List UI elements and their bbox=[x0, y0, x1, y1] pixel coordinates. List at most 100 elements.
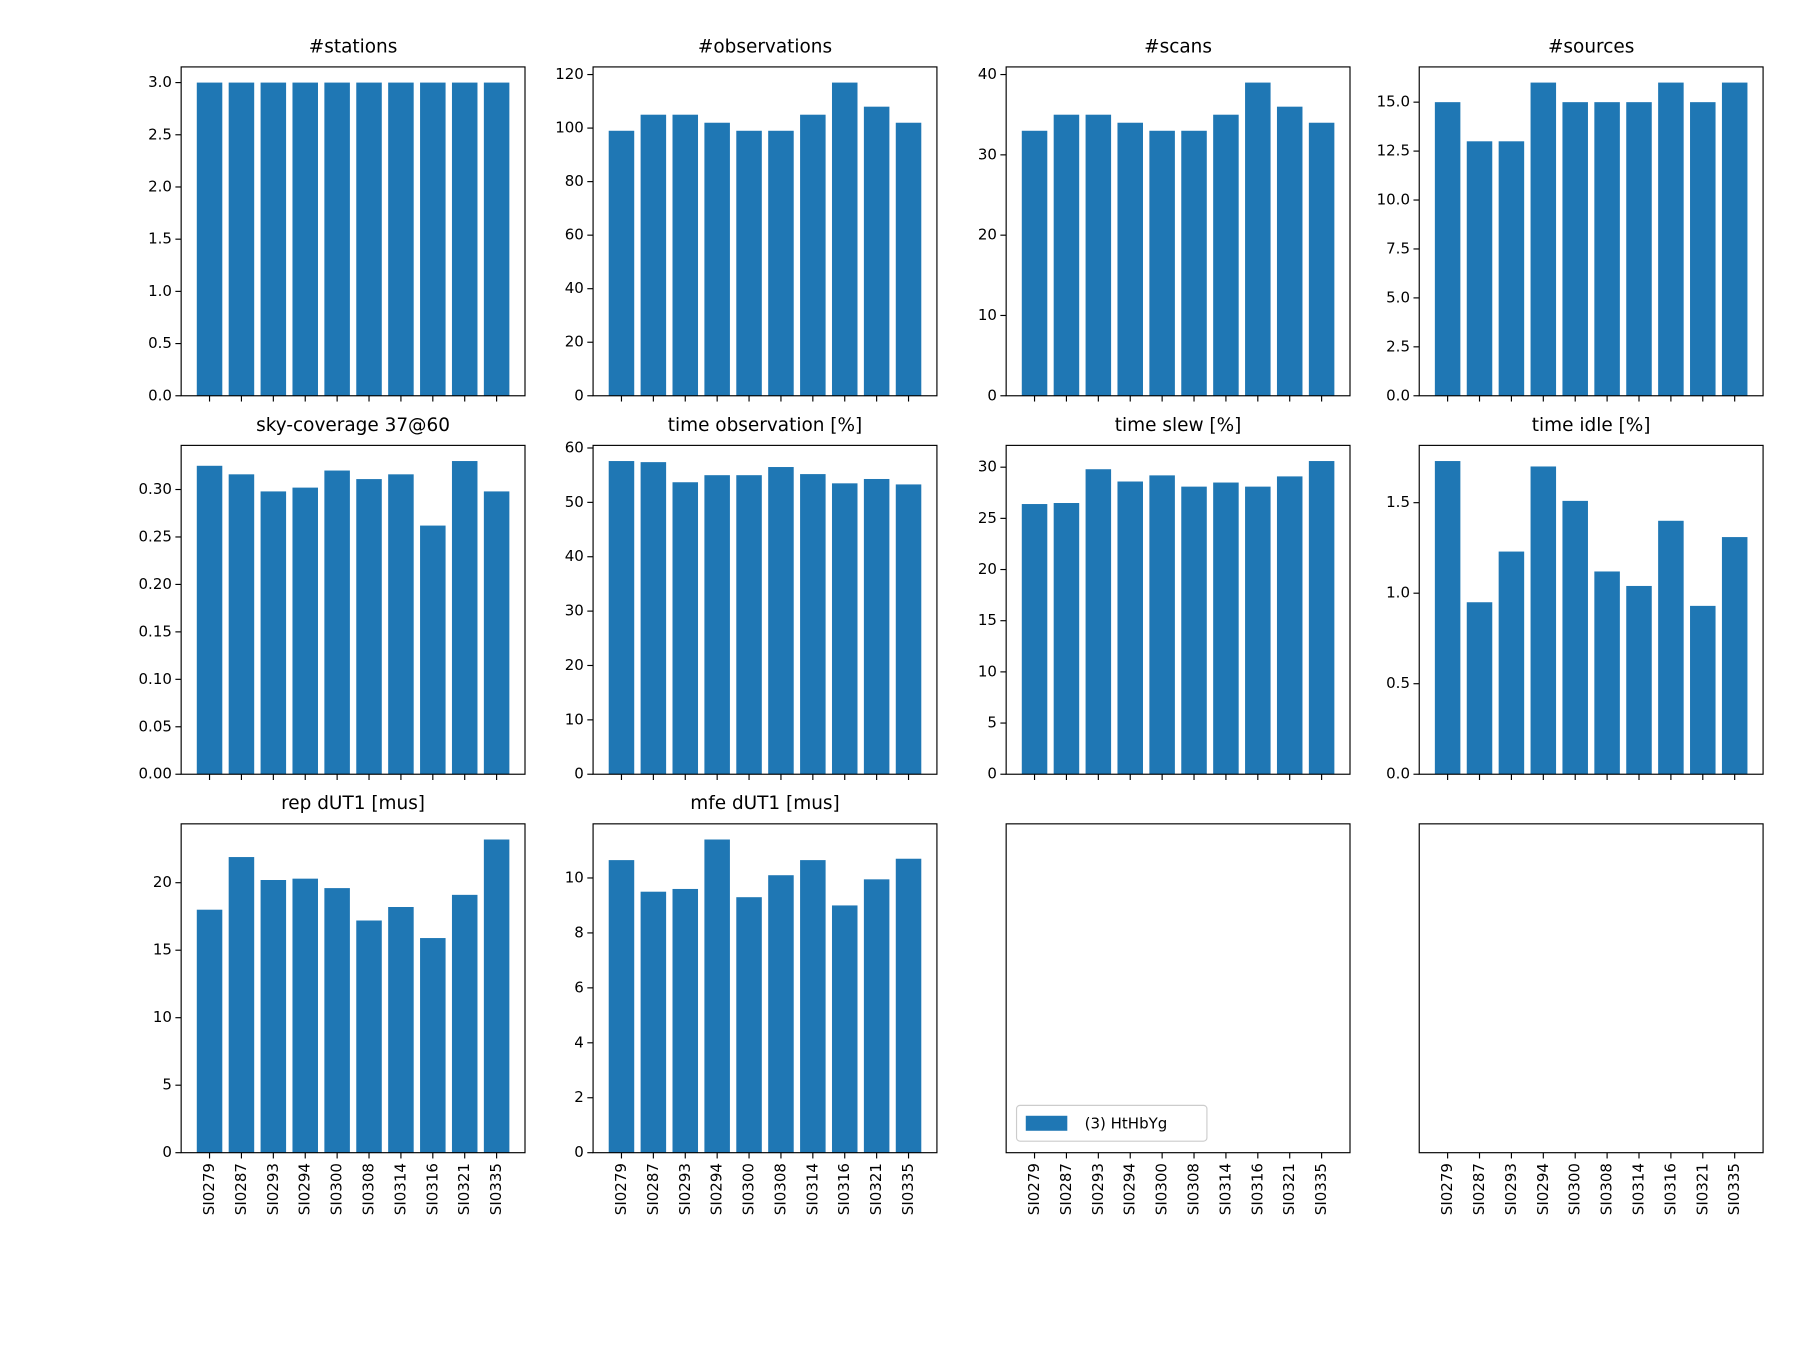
x-tick-label: SI0335 bbox=[899, 1163, 917, 1215]
bar bbox=[1658, 82, 1684, 396]
y-tick-label: 0.25 bbox=[139, 527, 172, 545]
y-tick-label: 4 bbox=[574, 1033, 584, 1051]
y-tick-label: 10 bbox=[565, 868, 584, 886]
x-tick-label: SI0293 bbox=[264, 1163, 282, 1215]
legend-box bbox=[1015, 1104, 1208, 1142]
bar bbox=[1276, 476, 1303, 775]
y-tick-label: 0.0 bbox=[148, 386, 172, 404]
x-tick-label: SI0293 bbox=[1089, 1163, 1107, 1215]
bar bbox=[640, 462, 667, 775]
bar bbox=[228, 857, 255, 1153]
y-tick-label: 5 bbox=[987, 714, 997, 732]
bar bbox=[1434, 102, 1461, 396]
y-tick-label: 20 bbox=[978, 226, 997, 244]
x-tick-label: SI0308 bbox=[1185, 1163, 1203, 1215]
bar bbox=[672, 114, 699, 396]
y-tick-label: 5.0 bbox=[1386, 288, 1410, 306]
y-tick-label: 0.20 bbox=[139, 575, 172, 593]
bar bbox=[1530, 82, 1557, 396]
bar bbox=[1276, 106, 1303, 396]
bar bbox=[483, 82, 510, 396]
bar bbox=[1626, 585, 1652, 775]
bar bbox=[1308, 461, 1335, 775]
y-tick-label: 1.0 bbox=[148, 282, 172, 300]
y-tick-label: 2.5 bbox=[148, 125, 172, 143]
bar bbox=[388, 907, 414, 1153]
bar bbox=[451, 894, 478, 1153]
y-tick-label: 30 bbox=[565, 602, 584, 620]
bar bbox=[1053, 114, 1080, 396]
y-tick-label: 0.00 bbox=[139, 765, 172, 783]
y-tick-label: 0.15 bbox=[139, 622, 172, 640]
legend-label: (3) HtHbYg bbox=[1085, 1114, 1168, 1132]
bar bbox=[420, 525, 446, 775]
x-tick-label: SI0335 bbox=[1312, 1163, 1330, 1215]
bar bbox=[704, 122, 730, 396]
y-tick-label: 0.5 bbox=[148, 334, 172, 352]
bar bbox=[1021, 130, 1048, 396]
x-tick-label: SI0294 bbox=[296, 1163, 314, 1215]
y-tick-label: 120 bbox=[555, 65, 584, 83]
bar bbox=[736, 475, 762, 775]
y-tick-label: 100 bbox=[555, 119, 584, 137]
bar bbox=[1117, 122, 1143, 396]
y-tick-label: 0.10 bbox=[139, 670, 172, 688]
bar bbox=[196, 82, 223, 396]
bar bbox=[1594, 571, 1620, 775]
bar bbox=[388, 474, 414, 775]
bar bbox=[1149, 475, 1175, 775]
axes-frame bbox=[1005, 823, 1351, 1154]
y-tick-label: 12.5 bbox=[1377, 142, 1410, 160]
bar bbox=[800, 860, 826, 1153]
bar bbox=[260, 880, 287, 1153]
bar bbox=[704, 839, 730, 1153]
bar bbox=[736, 897, 762, 1153]
legend-swatch bbox=[1025, 1115, 1068, 1131]
bar bbox=[863, 879, 890, 1153]
bar bbox=[1181, 486, 1207, 775]
axes-frame bbox=[1418, 66, 1764, 397]
y-tick-label: 60 bbox=[565, 438, 584, 456]
bar bbox=[1021, 504, 1048, 775]
y-tick-label: 10 bbox=[978, 662, 997, 680]
bar bbox=[863, 106, 890, 396]
bar bbox=[1690, 102, 1716, 396]
y-tick-label: 0 bbox=[574, 1143, 584, 1161]
bar bbox=[800, 474, 826, 775]
bar bbox=[1530, 466, 1557, 775]
bar bbox=[672, 888, 699, 1153]
axes-frame bbox=[1418, 444, 1764, 775]
y-tick-label: 7.5 bbox=[1386, 239, 1410, 257]
y-tick-label: 10 bbox=[565, 710, 584, 728]
y-tick-label: 10 bbox=[978, 306, 997, 324]
y-tick-label: 20 bbox=[153, 873, 172, 891]
bar bbox=[356, 479, 382, 775]
chart-title: time observation [%] bbox=[668, 415, 863, 436]
y-tick-label: 1.5 bbox=[1386, 493, 1410, 511]
x-tick-label: SI0335 bbox=[1725, 1163, 1743, 1215]
bar bbox=[1434, 461, 1461, 775]
bar bbox=[1085, 114, 1112, 396]
bar bbox=[324, 82, 350, 396]
bar bbox=[228, 474, 255, 775]
y-tick-label: 40 bbox=[565, 279, 584, 297]
x-tick-label: SI0335 bbox=[487, 1163, 505, 1215]
y-tick-label: 8 bbox=[574, 923, 584, 941]
bar bbox=[640, 114, 667, 396]
y-tick-label: 60 bbox=[565, 226, 584, 244]
axes-frame bbox=[592, 823, 938, 1154]
chart-title: sky-coverage 37@60 bbox=[256, 415, 450, 436]
bar bbox=[1308, 122, 1335, 396]
x-tick-label: SI0300 bbox=[328, 1163, 346, 1215]
y-tick-label: 6 bbox=[574, 978, 584, 996]
axes-frame bbox=[592, 444, 938, 775]
bar bbox=[451, 461, 478, 775]
bar bbox=[483, 839, 510, 1153]
y-tick-label: 40 bbox=[978, 65, 997, 83]
y-tick-label: 30 bbox=[978, 145, 997, 163]
x-tick-label: SI0321 bbox=[1693, 1163, 1711, 1215]
bar bbox=[672, 482, 699, 775]
bar bbox=[800, 114, 826, 396]
bar bbox=[895, 122, 922, 396]
bar bbox=[1498, 141, 1525, 396]
